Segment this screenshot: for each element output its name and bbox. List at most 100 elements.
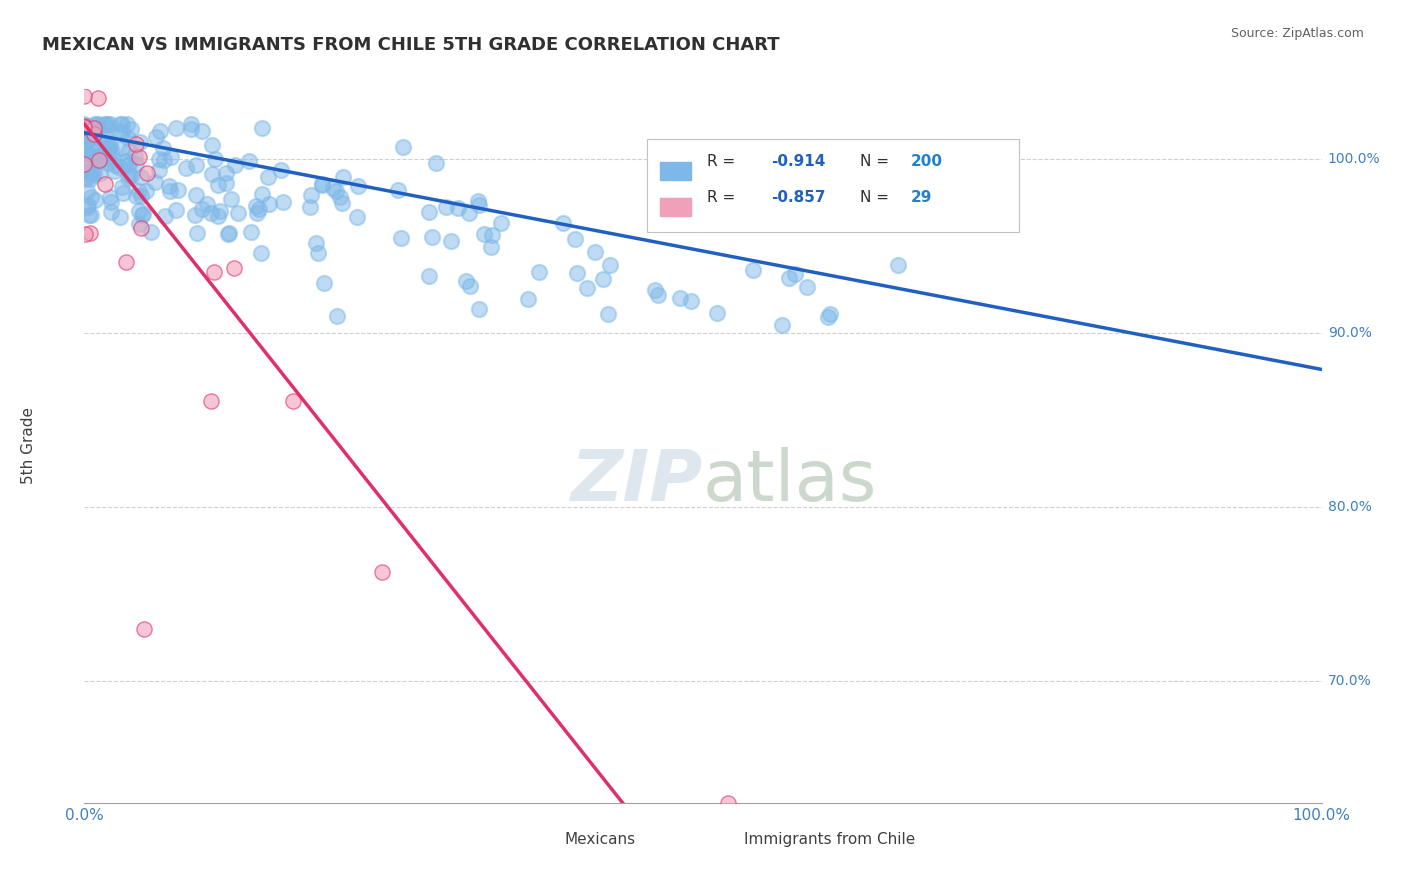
Point (86, 64, 108, 78)
Point (111, 141, 134, 155)
Point (73, 64, 96, 78)
Point (128, 135, 150, 149)
Point (73, 142, 96, 156)
Point (551, 216, 574, 230)
Text: 90.0%: 90.0% (1327, 326, 1372, 340)
Point (135, 184, 157, 198)
FancyBboxPatch shape (703, 831, 734, 849)
Point (817, 310, 839, 325)
Point (392, 140, 415, 154)
Point (97, 144, 120, 158)
Point (778, 271, 800, 285)
Point (129, 188, 152, 202)
Point (167, 183, 190, 197)
Point (468, 198, 491, 212)
Point (647, 288, 669, 302)
Point (152, 141, 174, 155)
Point (87, 153, 110, 167)
Point (112, 64, 135, 78)
Point (94, 177, 117, 191)
Point (191, 123, 214, 137)
Point (73, 120, 96, 134)
Point (201, 167, 224, 181)
Point (76, 151, 98, 165)
Point (115, 117, 138, 131)
Point (489, 216, 512, 230)
Point (75, 127, 97, 141)
Text: N =: N = (860, 154, 889, 169)
Point (576, 280, 599, 294)
Point (472, 227, 495, 242)
Point (669, 291, 692, 305)
Point (270, 162, 292, 177)
Point (527, 264, 550, 278)
Point (73, 227, 96, 242)
Point (454, 274, 477, 288)
Point (165, 203, 187, 218)
Point (83, 150, 105, 164)
Point (73, 117, 96, 131)
Point (103, 164, 125, 178)
Point (100, 204, 122, 219)
Point (73, 89, 96, 103)
Point (564, 232, 586, 246)
Point (204, 152, 226, 166)
Point (180, 117, 202, 131)
Point (132, 207, 155, 221)
Point (84, 142, 107, 156)
Point (238, 154, 260, 169)
Point (481, 228, 503, 243)
Text: atlas: atlas (703, 447, 877, 516)
Point (103, 152, 125, 166)
Point (73, 157, 96, 171)
Point (191, 202, 214, 216)
Point (347, 179, 370, 194)
Point (742, 263, 765, 277)
Point (84, 117, 107, 131)
Point (599, 258, 621, 272)
Text: 70.0%: 70.0% (1327, 674, 1372, 688)
Point (644, 283, 666, 297)
Point (110, 117, 132, 131)
Point (73, 64, 96, 78)
Text: Mexicans: Mexicans (564, 832, 636, 847)
Point (111, 186, 134, 201)
Point (717, 796, 740, 810)
Point (418, 268, 440, 283)
Text: 29: 29 (911, 190, 932, 205)
Point (114, 255, 136, 269)
Point (184, 157, 207, 171)
Point (125, 157, 148, 171)
Point (120, 122, 142, 136)
Point (120, 169, 142, 183)
Text: MEXICAN VS IMMIGRANTS FROM CHILE 5TH GRADE CORRELATION CHART: MEXICAN VS IMMIGRANTS FROM CHILE 5TH GRA… (42, 36, 780, 54)
Point (117, 130, 139, 145)
Point (583, 245, 606, 260)
Text: -0.914: -0.914 (770, 154, 825, 169)
Point (770, 318, 793, 333)
Point (73, 136, 96, 151)
Point (186, 226, 208, 240)
Point (332, 196, 354, 211)
Point (322, 181, 344, 195)
Point (129, 220, 152, 235)
Point (80, 168, 103, 182)
Point (97, 156, 120, 170)
Point (73, 119, 96, 133)
Point (139, 225, 162, 239)
Point (160, 150, 183, 164)
Point (215, 166, 238, 180)
Point (312, 276, 335, 290)
Point (176, 161, 198, 175)
Point (98, 190, 121, 204)
Point (82, 128, 104, 142)
Point (180, 121, 202, 136)
Text: 80.0%: 80.0% (1327, 500, 1372, 514)
Point (100, 117, 122, 131)
Point (165, 121, 187, 136)
Point (325, 184, 347, 198)
Point (425, 156, 447, 170)
Point (79, 190, 101, 204)
Point (83, 127, 105, 141)
Point (96, 117, 118, 131)
